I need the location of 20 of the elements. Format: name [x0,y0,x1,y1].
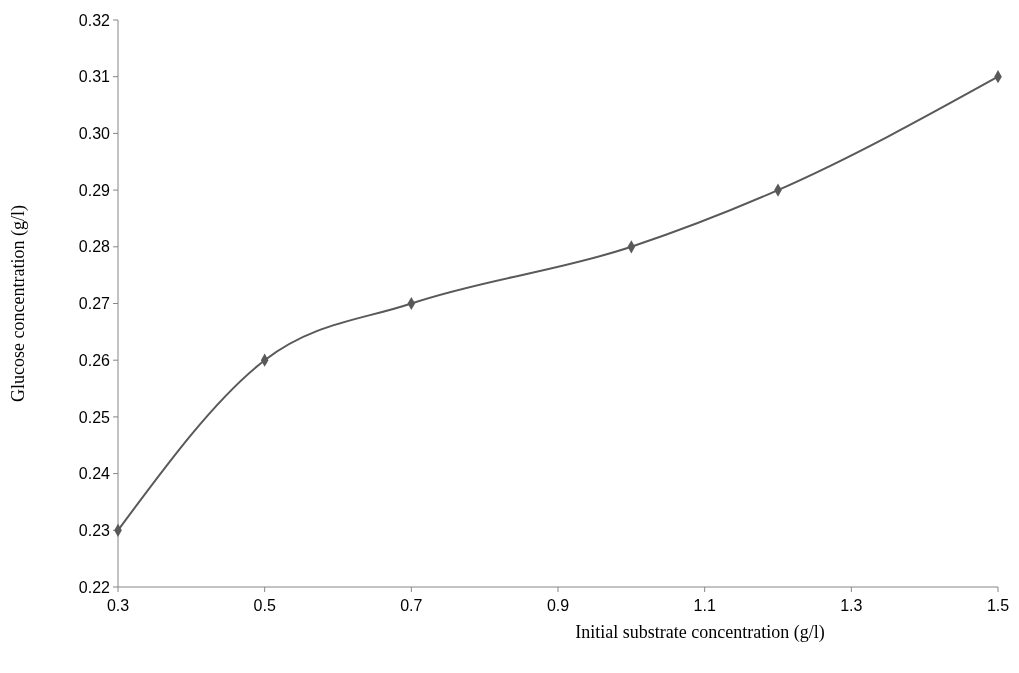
y-tick-label: 0.26 [78,351,111,369]
x-tick-label: 1.5 [986,597,1010,614]
y-tick-label: 0.29 [78,181,111,199]
x-tick-label: 1.1 [693,597,716,614]
y-tick-label: 0.24 [78,465,111,483]
x-tick-label: 0.5 [253,597,276,614]
x-tick-label: 1.3 [840,597,863,614]
x-tick-label: 0.3 [106,597,130,614]
x-tick-label: 0.9 [546,597,570,614]
y-axis-title: Glucose concentration (g/l) [8,205,29,402]
y-tick-label: 0.27 [78,295,111,313]
x-tick-label: 0.7 [400,597,423,614]
y-tick-label: 0.32 [78,11,111,29]
y-tick-label: 0.30 [78,125,111,142]
x-axis-title: Initial substrate concentration (g/l) [575,622,825,643]
y-tick-label: 0.22 [78,578,111,596]
y-tick-label: 0.31 [78,68,111,86]
y-tick-label: 0.28 [78,238,111,256]
y-tick-label: 0.23 [78,521,111,539]
y-tick-label: 0.25 [78,408,111,426]
